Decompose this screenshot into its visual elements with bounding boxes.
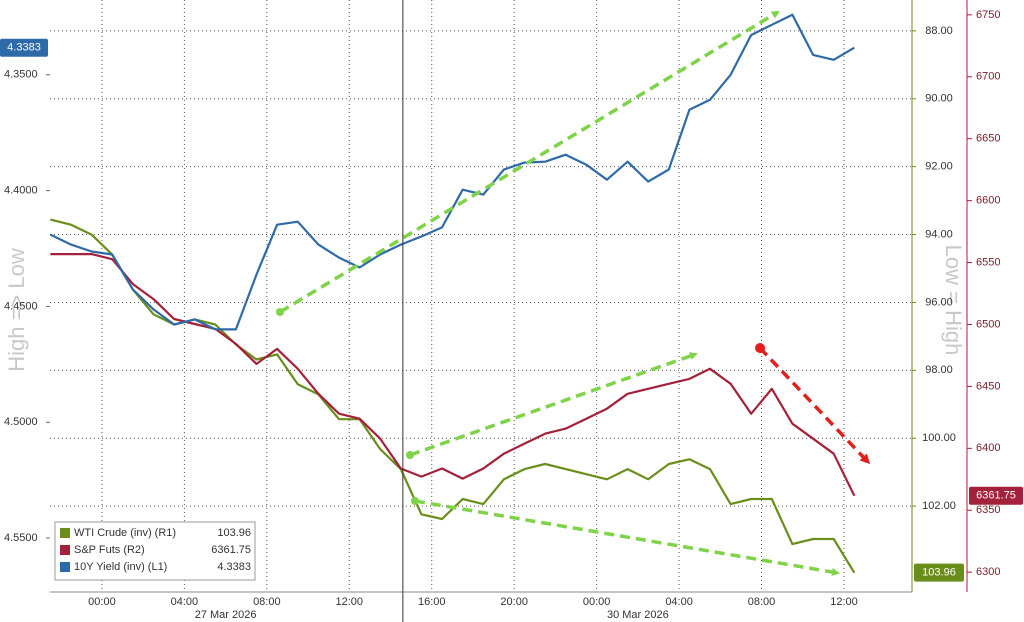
y3-tick-label: 6500: [976, 318, 1000, 330]
legend-label: 10Y Yield (inv) (L1): [74, 561, 167, 573]
x-tick-label: 12:00: [830, 596, 858, 608]
y-tick-label: 4.4500: [4, 300, 38, 312]
last-value-label: 4.3383: [7, 42, 41, 54]
trend-arrow: [758, 346, 871, 465]
x-tick-label: 20:00: [500, 596, 528, 608]
legend: WTI Crude (inv) (R1) 103.96 S&P Futs (R2) 6…: [54, 521, 256, 581]
x-tick-label: 16:00: [418, 596, 446, 608]
y2-tick-label: 98.00: [925, 364, 953, 376]
y3-tick-label: 6350: [976, 504, 1000, 516]
y-tick-label: 4.5500: [4, 532, 38, 544]
y3-tick-label: 6550: [976, 256, 1000, 268]
y-axis-title: High => Low: [4, 248, 29, 372]
x-tick-label: 08:00: [748, 596, 776, 608]
grid-layer: [50, 0, 912, 592]
arrow-start: [276, 308, 284, 316]
annotation-arrows: [276, 10, 871, 576]
y-tick-label: 4.3500: [4, 69, 38, 81]
x-date-label: 27 Mar 2026: [195, 609, 257, 621]
legend-box: [54, 521, 256, 581]
x-tick-label: 04:00: [665, 596, 693, 608]
x-date-label: 30 Mar 2026: [607, 609, 669, 621]
series-line: [50, 218, 856, 574]
y2-tick-label: 90.00: [925, 93, 953, 105]
legend-swatch: [60, 545, 70, 555]
trend-arrow: [409, 352, 698, 457]
last-value-label: 103.96: [922, 567, 956, 579]
x-tick-label: 12:00: [336, 596, 364, 608]
legend-swatch: [60, 528, 70, 538]
y3-tick-label: 6400: [976, 442, 1000, 454]
y3-tick-label: 6450: [976, 380, 1000, 392]
y3-tick-label: 6700: [976, 71, 1000, 83]
last-value-tag: [0, 38, 48, 57]
y3-tick-label: 6300: [976, 566, 1000, 578]
last-value-tag: [969, 486, 1023, 505]
x-tick-label: 00:00: [88, 596, 116, 608]
x-tick-label: 04:00: [171, 596, 199, 608]
y2-tick-label: 88.00: [925, 25, 953, 37]
x-tick-label: 00:00: [583, 596, 611, 608]
legend-value: 103.96: [217, 527, 251, 539]
legend-value: 4.3383: [217, 561, 251, 573]
y3-tick-label: 6650: [976, 133, 1000, 145]
legend-label: WTI Crude (inv) (R1): [74, 527, 176, 539]
y2-tick-label: 100.00: [922, 432, 956, 444]
arrow-start: [406, 451, 414, 459]
y2-axis-title: Low = High: [941, 245, 966, 356]
arrow-start: [755, 343, 765, 353]
y2-tick-label: 94.00: [925, 228, 953, 240]
series-line: [50, 253, 856, 497]
trend-arrow: [414, 499, 840, 576]
x-tick-label: 08:00: [253, 596, 281, 608]
y2-tick-label: 102.00: [922, 500, 956, 512]
y-tick-label: 4.5000: [4, 416, 38, 428]
last-value-label: 6361.75: [976, 490, 1016, 502]
y2-tick-label: 96.00: [925, 296, 953, 308]
y-tick-label: 4.4000: [4, 185, 38, 197]
arrow-start: [411, 497, 419, 505]
legend-swatch: [60, 562, 70, 572]
trend-arrow: [279, 10, 780, 314]
legend-label: S&P Futs (R2): [74, 544, 145, 556]
y2-tick-label: 92.00: [925, 161, 953, 173]
series-line: [49, 13, 855, 331]
last-value-tag: [914, 563, 964, 582]
legend-value: 6361.75: [211, 544, 251, 556]
y3-tick-label: 6750: [976, 9, 1000, 21]
y3-tick-label: 6600: [976, 195, 1000, 207]
